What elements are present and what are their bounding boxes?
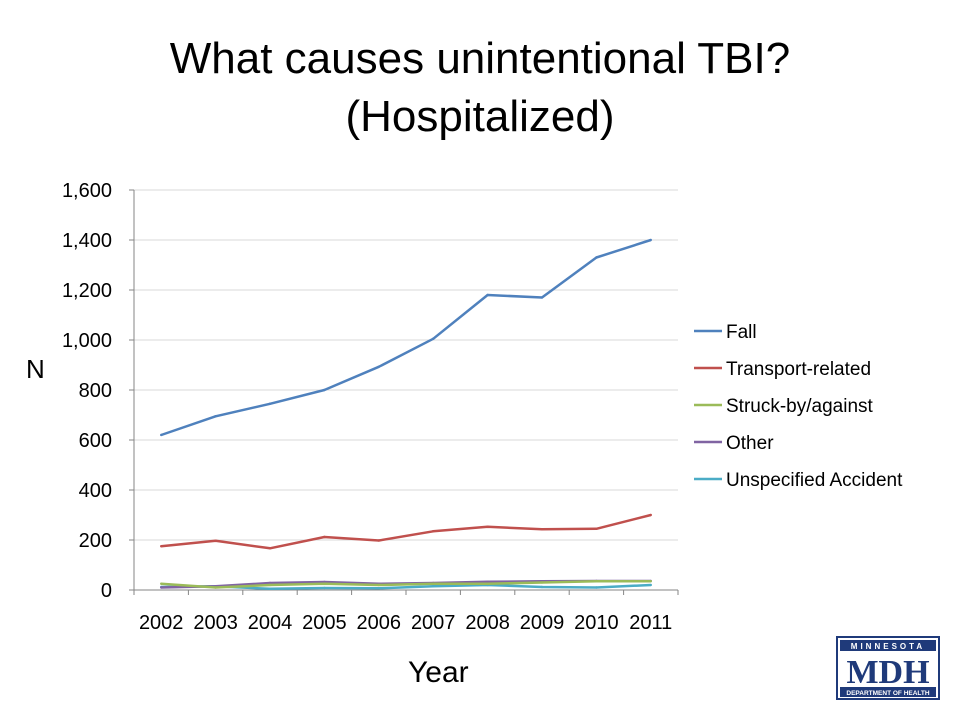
data-point [214,586,217,589]
svg-text:DEPARTMENT OF HEALTH: DEPARTMENT OF HEALTH [846,690,929,697]
mdh-logo: MINNESOTA MDH DEPARTMENT OF HEALTH [836,636,940,700]
data-point [377,583,380,587]
y-tick-label: 1,000 [62,330,112,352]
x-tick-label: 2003 [193,612,238,634]
data-point [595,527,598,530]
data-point [649,583,652,587]
series-line-transport-related [161,513,652,550]
series-line-unspecified-accident [161,583,651,591]
legend-entry: Transport-related [726,359,871,380]
data-point [214,415,217,418]
data-point [486,293,489,297]
data-point [323,535,326,539]
data-point [486,525,489,528]
x-tick-label: 2011 [629,612,672,634]
data-point [540,296,544,299]
y-tick-label: 1,400 [62,230,112,252]
x-tick-label: 2006 [357,612,402,634]
data-point [432,530,435,533]
x-tick-label: 2002 [139,612,184,634]
x-tick-label: 2005 [302,612,347,634]
legend: Fall Transport-related Struck-by/against Ot… [694,322,903,491]
y-tick-label: 1,200 [62,280,112,302]
data-point [649,238,652,242]
y-tick-label: 400 [79,480,112,502]
data-point [268,583,272,587]
series-line-fall [160,238,652,437]
data-point [432,582,435,585]
x-tick-label: 2009 [520,612,565,634]
legend-entry: Fall [726,322,757,343]
data-point [268,402,272,405]
y-tick-label: 1,600 [62,180,112,202]
data-point [649,580,652,583]
y-tick-label: 600 [79,430,112,452]
x-tick-label: 2004 [248,612,293,634]
y-tick-labels: 0 200 400 600 800 1,000 1,200 1,400 1,600 [62,180,112,602]
data-point [377,539,380,542]
data-point [160,582,163,585]
y-tick-label: 200 [79,530,112,552]
x-axis-label: Year [408,656,469,689]
title-line-2: (Hospitalized) [345,92,615,141]
data-point [540,528,544,531]
y-tick-label: 0 [101,580,112,602]
legend-entry: Other [726,433,774,454]
data-point [377,365,380,368]
x-tick-label: 2008 [465,612,510,634]
svg-text:MDH: MDH [846,654,929,691]
data-point [377,587,380,590]
data-point [595,586,598,589]
y-axis-label: N [26,354,45,384]
series-line-struck-by-against [161,580,651,589]
x-tick-label: 2010 [574,612,619,634]
title-line-1: What causes unintentional TBI? [169,34,791,83]
data-point [595,256,598,259]
data-point [160,545,163,548]
data-point [432,585,435,588]
data-point [323,388,326,392]
data-point [268,581,272,585]
legend-entry: Unspecified Accident [726,470,903,491]
y-tick-label: 800 [79,380,112,402]
data-point [214,539,217,542]
axes [129,189,679,595]
data-point [486,582,489,585]
data-point [540,581,544,584]
series-lines [160,238,652,591]
chart-title: What causes unintentional TBI? (Hospital… [0,30,960,146]
data-point [323,586,326,590]
data-point [323,582,326,585]
data-point [160,433,163,437]
data-point [268,547,272,550]
legend-entry: Struck-by/against [726,396,874,417]
x-tick-label: 2007 [411,612,456,634]
x-tick-labels: 2002 2003 2004 2005 2006 2007 2008 2009 2010 2011 [139,612,672,634]
data-point [649,513,652,517]
data-point [595,580,598,583]
data-point [486,580,489,583]
data-point [160,586,163,589]
svg-text:MINNESOTA: MINNESOTA [851,642,925,651]
data-point [540,585,544,589]
data-point [268,587,272,590]
data-point [432,337,435,340]
gridlines [134,189,678,541]
